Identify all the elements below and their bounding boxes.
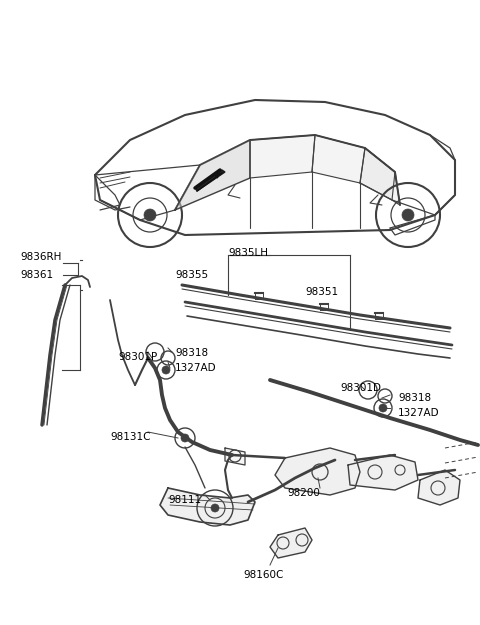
Polygon shape bbox=[225, 448, 245, 465]
Text: 98160C: 98160C bbox=[243, 570, 283, 580]
Text: 98361: 98361 bbox=[20, 270, 53, 280]
Polygon shape bbox=[360, 148, 400, 205]
Circle shape bbox=[402, 209, 414, 221]
Circle shape bbox=[162, 366, 170, 374]
Text: 9835LH: 9835LH bbox=[228, 248, 268, 258]
Circle shape bbox=[144, 209, 156, 221]
Polygon shape bbox=[160, 488, 255, 525]
Polygon shape bbox=[348, 455, 418, 490]
Text: 1327AD: 1327AD bbox=[398, 408, 440, 418]
Polygon shape bbox=[195, 170, 225, 191]
Text: 98318: 98318 bbox=[175, 348, 208, 358]
Text: 98318: 98318 bbox=[398, 393, 431, 403]
Polygon shape bbox=[275, 448, 360, 495]
Text: 98301D: 98301D bbox=[340, 383, 381, 393]
Circle shape bbox=[379, 404, 387, 412]
Text: 9836RH: 9836RH bbox=[20, 252, 61, 262]
Text: 98301P: 98301P bbox=[118, 352, 157, 362]
Text: 1327AD: 1327AD bbox=[175, 363, 216, 373]
Circle shape bbox=[181, 434, 189, 442]
Polygon shape bbox=[312, 135, 365, 183]
Text: 98351: 98351 bbox=[305, 287, 338, 297]
Polygon shape bbox=[360, 148, 395, 200]
Text: 98200: 98200 bbox=[287, 488, 320, 498]
Text: 98111: 98111 bbox=[168, 495, 201, 505]
Text: 98131C: 98131C bbox=[110, 432, 151, 442]
Polygon shape bbox=[270, 528, 312, 558]
Circle shape bbox=[211, 504, 219, 512]
Polygon shape bbox=[250, 135, 315, 178]
Polygon shape bbox=[175, 140, 250, 210]
Polygon shape bbox=[418, 470, 460, 505]
Text: 98355: 98355 bbox=[175, 270, 208, 280]
